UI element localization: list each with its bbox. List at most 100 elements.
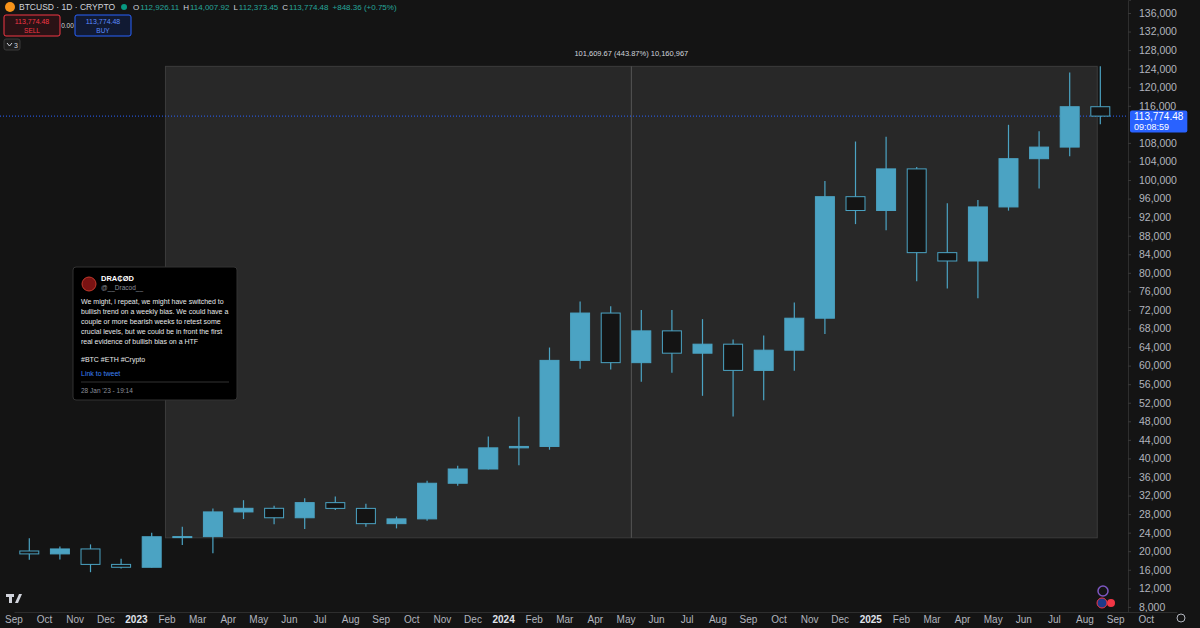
candle xyxy=(50,547,69,560)
candle xyxy=(1091,66,1110,124)
tick-label: Apr xyxy=(220,614,236,625)
tick-label: 16,000 xyxy=(1139,564,1171,576)
tweet-hashtags: #BTC #ETH #Crypto xyxy=(81,356,145,364)
measure-midline xyxy=(631,66,632,537)
tick-label: Jul xyxy=(681,614,694,625)
tick-label: Feb xyxy=(893,614,911,625)
candle-wick xyxy=(518,417,519,465)
ohlc-value: 113,774.48 xyxy=(289,3,329,12)
x-tick: Jun xyxy=(281,614,297,625)
y-tick: 36,000 xyxy=(1128,471,1171,483)
y-tick: 100,000 xyxy=(1128,174,1177,186)
candle-body xyxy=(571,313,590,360)
tick-mark xyxy=(1128,180,1131,181)
candle xyxy=(295,498,314,529)
buy-button[interactable]: 113,774.48 BUY xyxy=(75,15,131,36)
x-tick: Apr xyxy=(588,614,604,625)
sell-price[interactable]: 113,774.48 xyxy=(15,18,50,25)
tick-mark xyxy=(1128,533,1131,534)
candle xyxy=(754,335,773,400)
plot-area xyxy=(0,66,1128,572)
header: BTCUSD · 1D · CRYPTOO112,926.11H114,007.… xyxy=(5,2,397,12)
y-tick: 32,000 xyxy=(1128,489,1171,501)
chip-count[interactable]: 3 xyxy=(14,42,18,49)
y-tick: 136,000 xyxy=(1128,7,1177,19)
tick-label: Aug xyxy=(709,614,727,625)
chip-box[interactable] xyxy=(4,39,20,50)
tick-label: 128,000 xyxy=(1139,44,1177,56)
y-tick: 40,000 xyxy=(1128,452,1171,464)
tweet-handle: @__Dracod__ xyxy=(101,284,143,292)
candle xyxy=(356,504,375,527)
x-tick: Sep xyxy=(1107,614,1125,625)
candle xyxy=(571,302,590,369)
y-tick: 108,000 xyxy=(1128,137,1177,149)
y-tick: 124,000 xyxy=(1128,63,1177,75)
tick-mark xyxy=(1128,458,1131,459)
tick-label: Apr xyxy=(588,614,604,625)
sell-button[interactable]: 113,774.48 SELL xyxy=(4,15,60,36)
buy-box[interactable] xyxy=(75,15,131,36)
x-tick: Sep xyxy=(740,614,758,625)
buy-price[interactable]: 113,774.48 xyxy=(86,18,121,25)
tick-label: 136,000 xyxy=(1139,7,1177,19)
tweet-box xyxy=(73,267,237,400)
candle xyxy=(387,517,406,529)
candle-body xyxy=(387,519,406,524)
tick-label: 2024 xyxy=(492,614,515,625)
tick-mark xyxy=(1128,607,1131,608)
tick-label: Sep xyxy=(1107,614,1125,625)
tweet-link[interactable]: Link to tweet xyxy=(81,370,120,377)
tick-label: 20,000 xyxy=(1139,545,1171,557)
tick-label: 60,000 xyxy=(1139,359,1171,371)
logo-part xyxy=(9,594,12,603)
sell-label[interactable]: SELL xyxy=(24,27,40,34)
y-tick: 120,000 xyxy=(1128,81,1177,93)
x-tick: Dec xyxy=(831,614,849,625)
tick-label: 2025 xyxy=(860,614,883,625)
candle xyxy=(877,137,896,230)
tick-label: 124,000 xyxy=(1139,63,1177,75)
tick-mark xyxy=(1128,254,1131,255)
tick-mark xyxy=(1128,143,1131,144)
chip-caret[interactable] xyxy=(7,43,12,46)
chart-title: BTCUSD · 1D · CRYPTO xyxy=(19,2,115,12)
x-tick: May xyxy=(617,614,636,625)
tick-label: 12,000 xyxy=(1139,582,1171,594)
y-axis: 8,00012,00016,00020,00024,00028,00032,00… xyxy=(1128,1,1177,613)
tick-label: Mar xyxy=(923,614,941,625)
ohlc-change: +848.36 (+0.75%) xyxy=(333,3,397,12)
tick-label: 40,000 xyxy=(1139,452,1171,464)
tick-label: 64,000 xyxy=(1139,341,1171,353)
x-tick: Nov xyxy=(801,614,819,625)
candle-body xyxy=(877,169,896,211)
tick-label: 92,000 xyxy=(1139,211,1171,223)
candle xyxy=(173,527,192,545)
settings-icon xyxy=(1177,614,1185,622)
tweet-separator xyxy=(81,382,229,383)
candle-body xyxy=(112,564,131,567)
ohlc-key: C xyxy=(282,3,288,12)
tick-label: Oct xyxy=(404,614,420,625)
indicator-chip[interactable]: 3 xyxy=(4,39,20,50)
y-tick: 88,000 xyxy=(1128,230,1171,242)
buy-label[interactable]: BUY xyxy=(96,27,110,34)
candle-body xyxy=(662,331,681,353)
tick-mark xyxy=(1128,366,1131,367)
tick-mark xyxy=(1128,69,1131,70)
candle-body xyxy=(265,508,284,517)
y-tick: 132,000 xyxy=(1128,25,1177,37)
tick-label: 48,000 xyxy=(1139,415,1171,427)
tweet-text: crucial levels, but we could be in front… xyxy=(81,328,222,335)
sell-box[interactable] xyxy=(4,15,60,36)
measure-label: 101,609.67 (443.87%) 10,160,967 xyxy=(574,49,688,58)
tick-label: 8,000 xyxy=(1139,601,1165,613)
y-tick: 16,000 xyxy=(1128,564,1171,576)
candle-body xyxy=(203,512,222,537)
candle-body xyxy=(326,503,345,509)
tweet-text: We might, i repeat, we might have switch… xyxy=(81,298,224,306)
background xyxy=(0,0,1200,628)
tick-mark xyxy=(1128,403,1131,404)
y-tick: 92,000 xyxy=(1128,211,1171,223)
candle-body xyxy=(754,350,773,370)
